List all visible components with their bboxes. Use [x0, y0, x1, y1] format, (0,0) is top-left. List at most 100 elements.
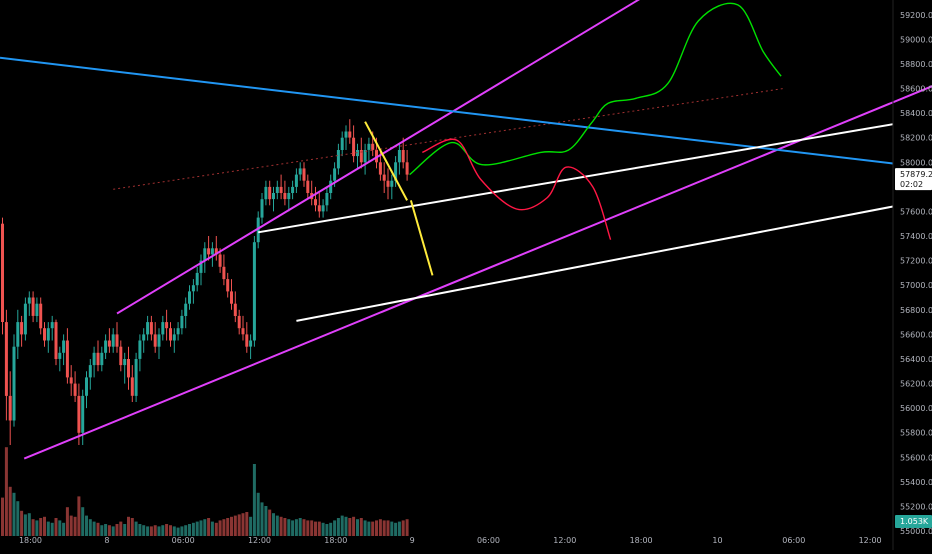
volume-bar [16, 501, 20, 536]
descending-trendline[interactable] [0, 56, 894, 165]
candle-body [321, 205, 325, 212]
candle [23, 297, 27, 341]
candle [138, 334, 142, 372]
volume-bar [336, 518, 340, 536]
time-axis[interactable]: 18:00 8 06:00 12:00 18:00 9 06:00 12:00 18:00 10 0… [19, 536, 882, 545]
candle [306, 174, 310, 200]
volume-bar [165, 524, 169, 536]
volume-bar [54, 518, 58, 536]
bullish-projection-path[interactable] [409, 2, 782, 176]
time-tick-label: 9 [410, 536, 415, 545]
candle-body [31, 297, 35, 316]
candle-body [348, 131, 352, 138]
volume-bar [310, 520, 314, 536]
volume-bar [348, 518, 352, 536]
candle [58, 346, 62, 372]
volume-bar [306, 520, 310, 536]
volume-bar [394, 522, 398, 536]
volume-bar [302, 519, 306, 536]
candle-body [27, 297, 31, 304]
volume-bar [405, 519, 409, 536]
candle [153, 322, 157, 353]
volume-bar [287, 519, 291, 536]
candle-body [165, 322, 169, 329]
candle [329, 174, 333, 200]
candle [127, 346, 130, 390]
candle-body [88, 365, 92, 378]
volume-bar [73, 516, 77, 536]
candle-body [123, 359, 127, 366]
volume-bar [104, 524, 108, 536]
candle-body [161, 322, 165, 335]
volume-bar [169, 525, 172, 536]
price-axis[interactable]: 55000.00 55200.00 55400.00 55600.00 55800.00… [900, 11, 932, 536]
price-tick-label: 56200.00 [900, 380, 932, 389]
candle-body [306, 180, 310, 193]
volume-bar [20, 510, 24, 536]
candle [20, 315, 24, 347]
price-tick-label: 58800.00 [900, 60, 932, 69]
volume-bar [272, 513, 275, 536]
support-line-lower[interactable] [296, 205, 894, 322]
drawing-layer[interactable] [0, 0, 932, 460]
volume-bar [77, 496, 81, 536]
candle-body [153, 334, 157, 347]
candle-body [119, 346, 123, 366]
volume-bar [188, 524, 191, 536]
candle-body [386, 180, 390, 187]
candle [161, 315, 165, 341]
volume-bar [237, 514, 241, 536]
candle [115, 322, 119, 353]
measure-line-2[interactable] [409, 200, 434, 276]
volume-bar [214, 522, 218, 536]
price-tick-label: 56600.00 [900, 330, 932, 339]
measure-line-1[interactable] [364, 121, 408, 201]
volume-bar [62, 522, 66, 536]
candle [344, 125, 348, 150]
volume-bar [226, 518, 230, 536]
volume-bar [153, 525, 157, 536]
candle [77, 383, 81, 445]
volume-bar [157, 526, 161, 536]
volume-bar [249, 516, 253, 536]
candle-body [252, 242, 256, 341]
candle-body [142, 334, 146, 341]
candle-body [115, 334, 119, 347]
candle-body [340, 137, 344, 150]
price-tick-label: 55800.00 [900, 429, 932, 438]
candle-body [146, 322, 150, 335]
channel-lower-line[interactable] [23, 55, 932, 460]
volume-bar [4, 447, 8, 536]
volume-bar [100, 525, 104, 536]
volume-bar [119, 521, 123, 536]
candle [81, 389, 85, 445]
volume-bar [390, 521, 394, 536]
volume-bar [256, 492, 260, 536]
volume-bar [107, 525, 111, 536]
volume-bar [161, 525, 165, 536]
candle [241, 315, 245, 341]
candle [237, 309, 241, 335]
candle [172, 328, 176, 353]
volume-bar [344, 516, 348, 536]
volume-bar [184, 525, 188, 536]
volume-bar [321, 522, 325, 536]
candle [31, 291, 35, 323]
candle-body [176, 328, 180, 335]
candle [1, 217, 4, 335]
candle [35, 297, 39, 323]
candle-body [12, 346, 16, 421]
bearish-projection-path[interactable] [422, 138, 612, 240]
candle [302, 162, 306, 187]
candle [54, 319, 58, 366]
support-line-upper[interactable] [258, 123, 894, 234]
volume-bar [27, 513, 31, 536]
candle-body [1, 223, 4, 322]
candle [275, 180, 279, 200]
volume-bar [333, 520, 337, 536]
candle [325, 186, 329, 212]
price-tick-label: 59200.00 [900, 11, 932, 20]
candle [287, 186, 291, 212]
